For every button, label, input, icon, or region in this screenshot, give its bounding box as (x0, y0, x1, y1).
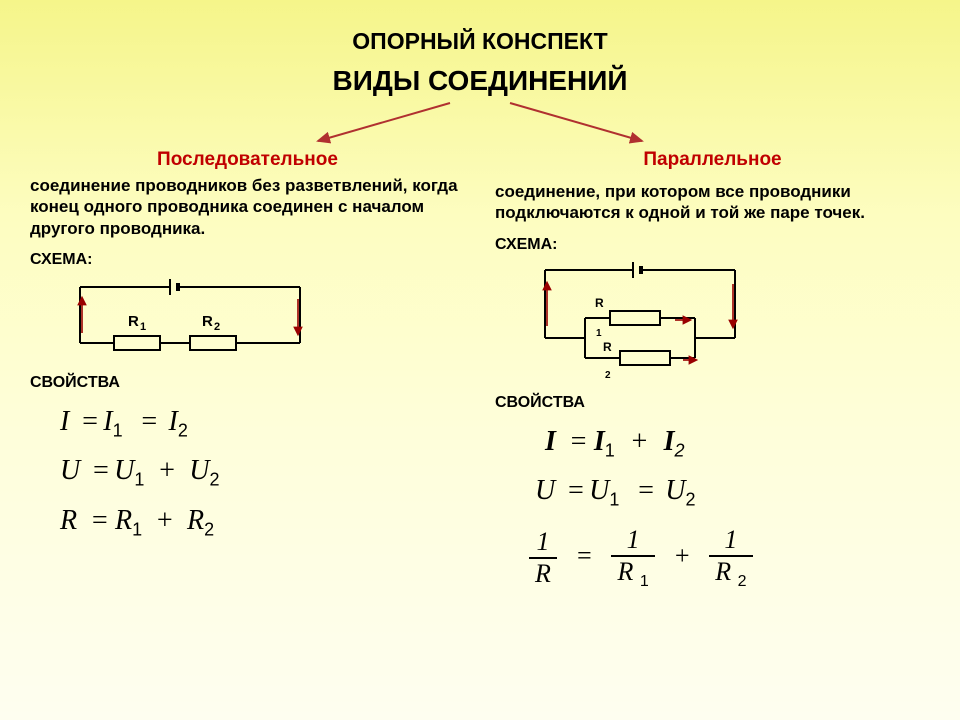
svg-text:R: R (603, 340, 612, 354)
svg-text:R: R (202, 313, 213, 330)
arrow-left-icon (318, 103, 450, 141)
series-definition: соединение проводников без разветвлений,… (30, 175, 465, 239)
svg-text:1: 1 (596, 328, 602, 339)
parallel-circuit-diagram: R 1 R 2 (525, 258, 765, 388)
svg-text:1: 1 (140, 321, 146, 333)
series-properties-label: СВОЙСТВА (30, 374, 465, 392)
parallel-properties-label: СВОЙСТВА (495, 394, 930, 412)
series-title: Последовательное (30, 149, 465, 171)
parallel-schema-label: СХЕМА: (495, 236, 930, 254)
series-formula-voltage: U =U1 + U2 (30, 455, 465, 491)
arrow-right-icon (510, 103, 642, 141)
page-title: ОПОРНЫЙ КОНСПЕКТ (0, 0, 960, 55)
series-formulas: I =I1 =I2 U =U1 + U2 R =R1 + R2 (30, 406, 465, 541)
branch-arrows (0, 99, 960, 149)
svg-text:R: R (128, 313, 139, 330)
parallel-title: Параллельное (495, 149, 930, 171)
series-schema-label: СХЕМА: (30, 251, 465, 269)
series-formula-current: I =I1 =I2 (30, 406, 465, 442)
svg-text:R: R (595, 296, 604, 310)
parallel-formula-resistance: 1 R = 1 R 1 + 1 R 2 (495, 525, 930, 591)
series-column: Последовательное соединение проводников … (30, 149, 465, 605)
main-title: ВИДЫ СОЕДИНЕНИЙ (0, 65, 960, 97)
parallel-definition: соединение, при котором все проводники п… (495, 181, 930, 224)
svg-text:2: 2 (605, 370, 611, 381)
parallel-formula-voltage: U =U1 =U2 (495, 475, 930, 511)
parallel-formulas: I =I1 + I2 U =U1 =U2 1 R = 1 R 1 (495, 426, 930, 591)
series-formula-resistance: R =R1 + R2 (30, 505, 465, 541)
parallel-column: Параллельное соединение, при котором все… (495, 149, 930, 605)
series-circuit-diagram: R 1 R 2 (60, 273, 320, 368)
svg-text:2: 2 (214, 321, 220, 333)
parallel-formula-current: I =I1 + I2 (495, 426, 930, 462)
